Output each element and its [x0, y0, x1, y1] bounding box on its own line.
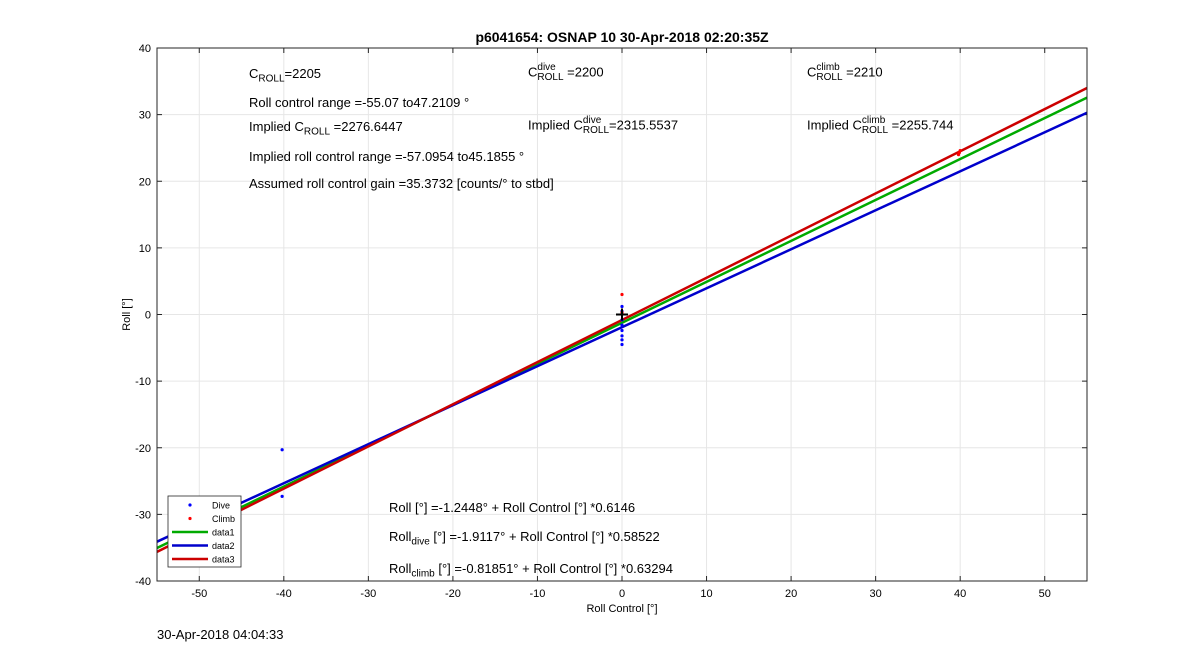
- y-tick-label: -10: [135, 376, 151, 388]
- axes-box: [156, 47, 1088, 582]
- x-tick-label: 20: [785, 588, 797, 600]
- assumed-gain-annotation: Assumed roll control gain =35.3732 [coun…: [249, 176, 554, 191]
- x-tick-label: -50: [191, 588, 207, 600]
- chart-title: p6041654: OSNAP 10 30-Apr-2018 02:20:35Z: [475, 29, 769, 45]
- dive-point: [620, 323, 624, 327]
- x-tick-label: -30: [360, 588, 376, 600]
- fit-line-data1: [156, 96, 1088, 550]
- y-tick-label: 10: [139, 243, 151, 255]
- x-tick-label: 30: [870, 588, 882, 600]
- x-tick-label: -40: [276, 588, 292, 600]
- y-tick-label: -30: [135, 509, 151, 521]
- x-tick-label: 10: [700, 588, 712, 600]
- climb-point: [957, 151, 961, 155]
- x-tick-label: 40: [954, 588, 966, 600]
- data-points: [280, 149, 962, 498]
- c-roll-annotation: CROLL=2205: [249, 66, 322, 85]
- x-tick-label: 50: [1039, 588, 1051, 600]
- equation-climb: Rollclimb [°] =-0.81851° + Roll Control …: [389, 561, 673, 580]
- footer-timestamp: 30-Apr-2018 04:04:33: [157, 627, 284, 642]
- legend-label-data2: data2: [212, 541, 235, 551]
- dive-point: [620, 334, 624, 338]
- dive-point: [620, 328, 624, 333]
- climb-point: [620, 292, 624, 297]
- roll-range-annotation: Roll control range =-55.07 to47.2109 °: [249, 95, 470, 110]
- dive-point: [620, 304, 624, 309]
- y-tick-label: -40: [135, 576, 151, 588]
- y-tick-label: 30: [139, 110, 151, 122]
- legend-label-climb: Climb: [212, 514, 235, 524]
- equation-all: Roll [°] =-1.2448° + Roll Control [°] *0…: [389, 500, 636, 515]
- implied-range-annotation: Implied roll control range =-57.0954 to4…: [249, 149, 525, 164]
- x-tick-label: -10: [530, 588, 546, 600]
- x-axis-label: Roll Control [°]: [586, 603, 657, 615]
- y-tick-label: 20: [139, 176, 151, 188]
- dive-point: [280, 494, 284, 498]
- fit-line-data2: [156, 111, 1088, 543]
- legend-swatch-dive: [188, 503, 192, 507]
- legend-label-data1: data1: [212, 528, 235, 538]
- x-tick-label: -20: [445, 588, 461, 600]
- dive-point: [280, 448, 284, 452]
- axis-ticks: -50 -40 -30 -20 -10 0 10 20 30 40 50 -40 -30 -20 -10 0 1…: [135, 43, 1087, 600]
- legend: Dive Climb data1 data2 data3: [167, 495, 242, 568]
- legend-swatch-climb: [188, 516, 192, 521]
- y-tick-label: -20: [135, 443, 151, 455]
- y-axis-label: Roll [°]: [121, 298, 133, 331]
- x-tick-label: 0: [619, 588, 625, 600]
- equation-dive: Rolldive [°] =-1.9117° + Roll Control [°…: [389, 529, 660, 548]
- y-tick-label: 0: [145, 310, 151, 322]
- dive-point: [620, 342, 624, 347]
- implied-c-roll-annotation: Implied CROLL =2276.6447: [249, 119, 403, 138]
- y-tick-label: 40: [139, 43, 151, 55]
- legend-label-dive: Dive: [212, 501, 230, 511]
- dive-point: [620, 338, 624, 342]
- legend-label-data3: data3: [212, 555, 235, 565]
